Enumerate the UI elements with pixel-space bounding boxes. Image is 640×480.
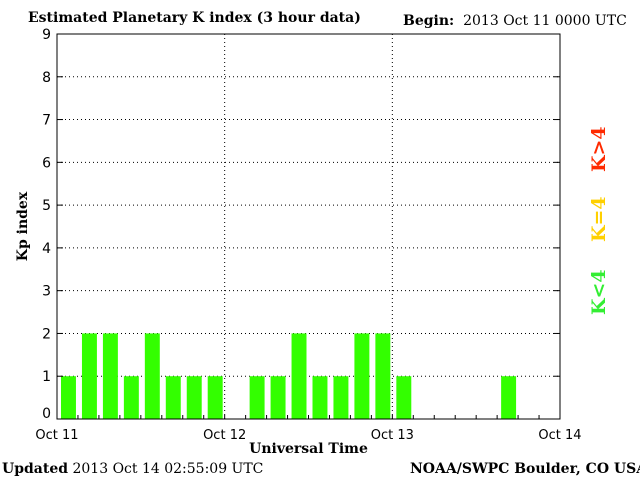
x-tick-label: Oct 11: [35, 428, 78, 443]
kp-bar: [186, 376, 202, 419]
y-tick-label: 8: [42, 70, 51, 86]
kp-bar: [291, 333, 307, 419]
begin-time: Begin: 2013 Oct 11 0000 UTC: [403, 13, 627, 29]
y-tick-label: 0: [42, 406, 51, 422]
x-tick-label: Oct 13: [371, 428, 414, 443]
y-tick-label: 1: [42, 369, 51, 385]
kp-bar: [270, 376, 286, 419]
begin-label: Begin:: [403, 13, 455, 29]
legend-k-greater-4: K>4: [588, 126, 610, 172]
grid: [57, 34, 560, 419]
kp-bar: [102, 333, 118, 419]
updated-label: Updated: [2, 461, 69, 477]
plot-frame: [56, 33, 561, 420]
y-tick-label: 6: [42, 155, 51, 171]
kp-bar: [123, 376, 139, 419]
kp-bar: [312, 376, 328, 419]
legend-k-equal-4: K=4: [588, 196, 610, 242]
kp-bar: [375, 333, 391, 419]
updated-time: Updated 2013 Oct 14 02:55:09 UTC: [2, 461, 263, 477]
kp-bar: [81, 333, 97, 419]
legend-k-less-4: K<4: [588, 269, 610, 315]
kp-bar: [396, 376, 412, 419]
y-tick-label: 9: [42, 27, 51, 43]
y-axis-label: Kp index: [15, 191, 31, 261]
y-tick-label: 5: [42, 198, 51, 214]
bars: [61, 333, 517, 419]
kp-bar: [354, 333, 370, 419]
x-ticks: Oct 11 Oct 12 Oct 13 Oct 14: [35, 415, 582, 443]
kp-bar: [333, 376, 349, 419]
kp-bar: [249, 376, 265, 419]
y-tick-label: 4: [42, 241, 51, 257]
x-tick-label: Oct 12: [203, 428, 246, 443]
y-ticks: 0 1 2 3 4 5 6 7 8 9: [42, 27, 560, 422]
y-tick-label: 3: [42, 284, 51, 300]
y-tick-label: 7: [42, 113, 51, 129]
kp-bar: [144, 333, 160, 419]
x-axis-label: Universal Time: [249, 441, 368, 457]
updated-value: 2013 Oct 14 02:55:09 UTC: [72, 461, 264, 477]
begin-value: 2013 Oct 11 0000 UTC: [463, 13, 627, 29]
kp-bar: [61, 376, 76, 419]
data-source: NOAA/SWPC Boulder, CO USA: [410, 461, 640, 477]
y-tick-label: 2: [42, 326, 51, 342]
kp-bar: [165, 376, 181, 419]
kp-bar: [501, 376, 517, 419]
x-tick-label: Oct 14: [538, 428, 581, 443]
kp-bar: [207, 376, 223, 419]
chart-title: Estimated Planetary K index (3 hour data…: [28, 10, 361, 26]
